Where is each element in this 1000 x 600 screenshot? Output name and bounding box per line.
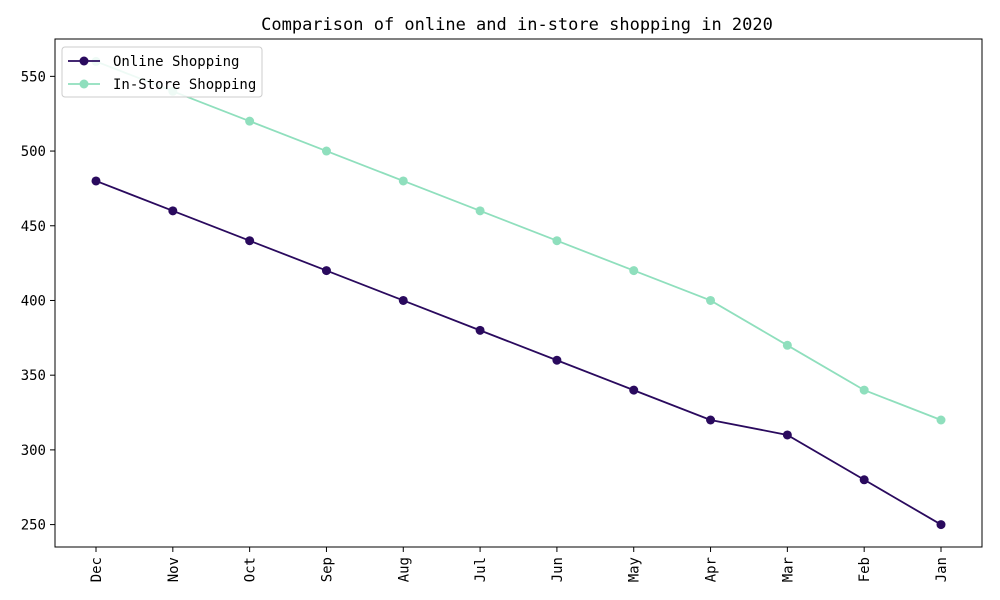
- legend: Online Shopping In-Store Shopping: [61, 46, 263, 98]
- y-tick-label: 450: [21, 219, 46, 235]
- legend-label: Online Shopping: [113, 54, 239, 70]
- y-tick-label: 400: [21, 293, 46, 309]
- data-point: [475, 206, 485, 216]
- series-line-online: [95, 180, 942, 526]
- data-point: [782, 340, 792, 350]
- y-tick-label: 300: [21, 443, 46, 459]
- data-point: [245, 236, 255, 246]
- series-line-in-store: [95, 60, 942, 421]
- x-tick-label: Dec: [89, 557, 105, 582]
- x-tick-label: Apr: [704, 557, 720, 582]
- y-tick-label: 500: [21, 144, 46, 160]
- x-tick-label: May: [627, 557, 643, 582]
- data-point: [629, 266, 639, 276]
- data-point: [859, 475, 869, 485]
- y-tick-label: 350: [21, 368, 46, 384]
- x-axis: Dec Nov Oct Sep Aug Jul Jun May Apr Mar Feb Jan: [89, 547, 950, 582]
- y-axis: 250 300 350 400 450 500 550: [21, 69, 55, 534]
- x-tick-label: Jan: [934, 557, 950, 582]
- plot-area-frame: [54, 38, 983, 548]
- data-point: [936, 415, 946, 425]
- data-point: [245, 116, 255, 126]
- legend-box: [61, 46, 263, 98]
- x-tick-label: Sep: [319, 557, 335, 582]
- x-tick-label: Nov: [166, 557, 182, 582]
- data-point: [706, 415, 716, 425]
- chart-title: Comparison of online and in-store shoppi…: [261, 15, 773, 35]
- x-tick-label: Jul: [473, 557, 489, 582]
- data-point: [321, 146, 331, 156]
- data-point: [91, 176, 101, 186]
- legend-label: In-Store Shopping: [113, 77, 256, 93]
- data-point: [782, 430, 792, 440]
- x-tick-label: Jun: [550, 557, 566, 582]
- x-tick-label: Aug: [396, 557, 412, 582]
- x-tick-label: Mar: [780, 557, 796, 582]
- data-point: [706, 295, 716, 305]
- legend-marker: [79, 79, 89, 89]
- data-point: [859, 385, 869, 395]
- data-point: [398, 176, 408, 186]
- x-tick-label: Oct: [243, 557, 259, 582]
- data-point: [936, 520, 946, 530]
- y-tick-label: 550: [21, 69, 46, 85]
- series-layer: [91, 56, 946, 530]
- data-point: [398, 295, 408, 305]
- legend-marker: [79, 56, 89, 66]
- data-point: [552, 236, 562, 246]
- data-point: [168, 206, 178, 216]
- data-point: [321, 266, 331, 276]
- data-point: [629, 385, 639, 395]
- y-tick-label: 250: [21, 518, 46, 534]
- data-point: [475, 325, 485, 335]
- data-point: [552, 355, 562, 365]
- x-tick-label: Feb: [857, 557, 873, 582]
